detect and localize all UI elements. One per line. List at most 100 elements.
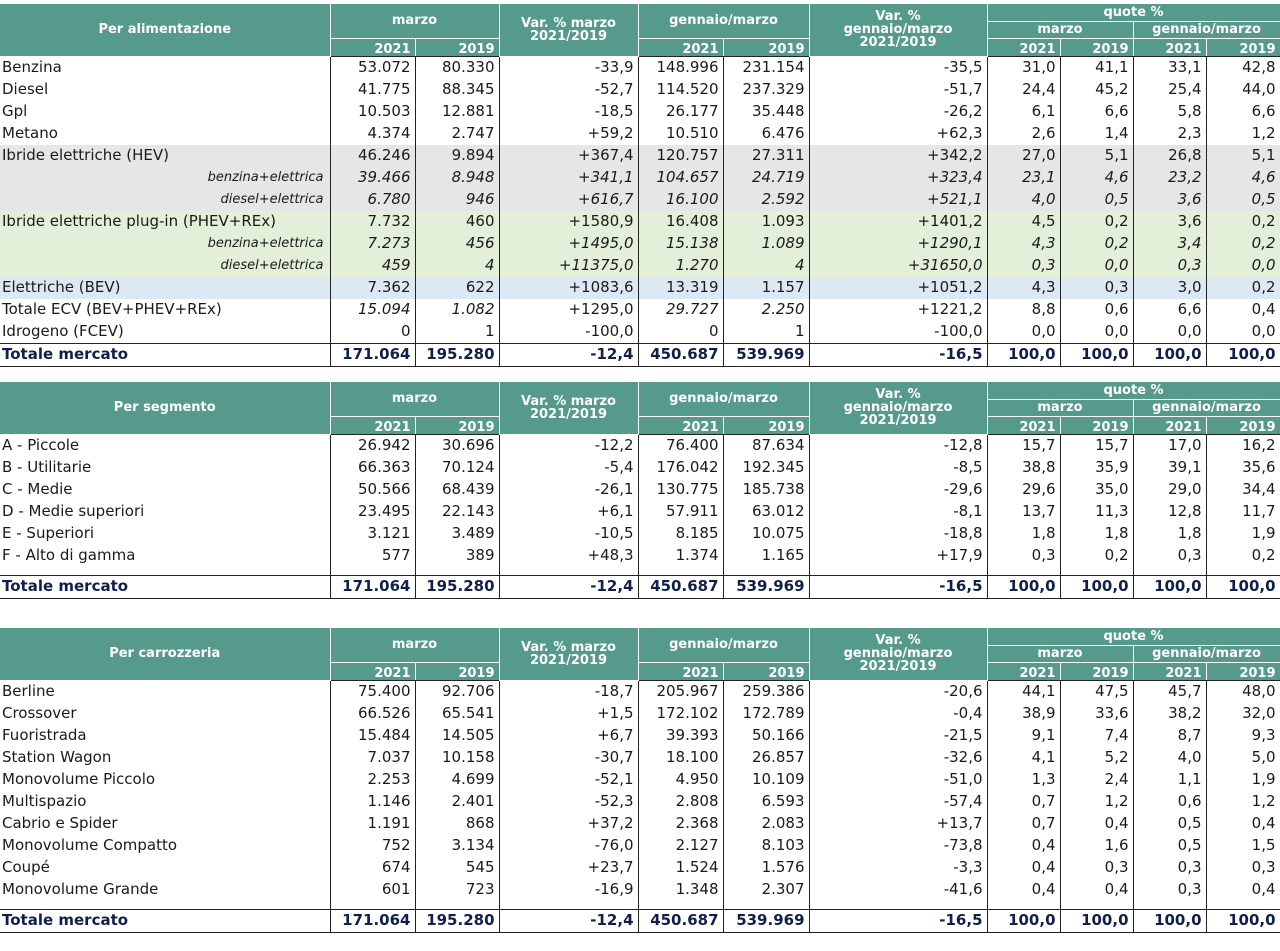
cell-m19: 1 (415, 320, 500, 343)
cell-qj21: 29,0 (1133, 478, 1207, 501)
row-label: Totale mercato (0, 908, 331, 933)
cell-qj21: 8,7 (1133, 724, 1207, 747)
market-table-3: Per carrozzeria marzo Var. % marzo 2021/2… (0, 628, 1280, 933)
cell-qm21: 0,3 (987, 544, 1061, 567)
cell-j21: 10.510 (638, 122, 724, 145)
cell-qj21: 25,4 (1133, 78, 1207, 101)
header-year-2021: 2021 (1133, 416, 1207, 435)
cell-j21: 57.911 (638, 500, 724, 523)
cell-qm19: 4,6 (1060, 166, 1134, 189)
cell-qm21: 31,0 (987, 56, 1061, 79)
row-label: benzina+elettrica (0, 166, 331, 189)
header-year-2019: 2019 (1206, 416, 1280, 435)
cell-qj21: 45,7 (1133, 680, 1207, 703)
total-row: Totale mercato 171.064 195.280 -12,4 450.687… (0, 908, 1280, 933)
cell-qj19: 42,8 (1206, 56, 1280, 79)
cell-vm: -12,4 (499, 908, 639, 933)
cell-m21: 39.466 (330, 166, 416, 189)
cell-m19: 456 (415, 232, 500, 255)
cell-j19: 1.576 (723, 856, 810, 879)
cell-m21: 50.566 (330, 478, 416, 501)
cell-m19: 723 (415, 878, 500, 901)
cell-qm19: 15,7 (1060, 434, 1134, 457)
cell-m21: 7.037 (330, 746, 416, 769)
cell-m19: 545 (415, 856, 500, 879)
cell-j21: 176.042 (638, 456, 724, 479)
cell-qm21: 24,4 (987, 78, 1061, 101)
row-label: Monovolume Compatto (0, 834, 331, 857)
cell-qj21: 17,0 (1133, 434, 1207, 457)
header-year-2019: 2019 (1060, 38, 1134, 57)
cell-j21: 1.524 (638, 856, 724, 879)
cell-j19: 539.969 (723, 574, 810, 599)
cell-qj21: 39,1 (1133, 456, 1207, 479)
cell-j21: 8.185 (638, 522, 724, 545)
header-year-2019: 2019 (415, 38, 500, 57)
cell-j21: 29.727 (638, 298, 724, 321)
header-jan-march: gennaio/marzo (638, 628, 810, 663)
cell-m21: 7.362 (330, 276, 416, 299)
cell-vj: +323,4 (809, 166, 988, 189)
cell-vm: +48,3 (499, 544, 639, 567)
cell-qm19: 0,0 (1060, 320, 1134, 343)
header-year-2021: 2021 (638, 416, 724, 435)
cell-vj: -8,5 (809, 456, 988, 479)
total-row: Totale mercato 171.064 195.280 -12,4 450.687… (0, 342, 1280, 367)
table-row: Crossover 66.526 65.541 +1,5 172.102 172.789-… (0, 702, 1280, 725)
row-label: Monovolume Piccolo (0, 768, 331, 791)
cell-qj19: 32,0 (1206, 702, 1280, 725)
cell-vj: -12,8 (809, 434, 988, 457)
cell-m21: 6.780 (330, 188, 416, 211)
header-year-2019: 2019 (723, 38, 810, 57)
cell-j19: 539.969 (723, 342, 810, 367)
cell-vm: -26,1 (499, 478, 639, 501)
cell-vm: -10,5 (499, 522, 639, 545)
cell-qj21: 100,0 (1133, 574, 1207, 599)
cell-j19: 27.311 (723, 144, 810, 167)
cell-qj21: 3,0 (1133, 276, 1207, 299)
row-label: Ibride elettriche plug-in (PHEV+REx) (0, 210, 331, 233)
cell-j19: 35.448 (723, 100, 810, 123)
cell-qm21: 100,0 (987, 342, 1061, 367)
cell-j19: 24.719 (723, 166, 810, 189)
row-label: Station Wagon (0, 746, 331, 769)
cell-j19: 1 (723, 320, 810, 343)
cell-j19: 4 (723, 254, 810, 277)
cell-m19: 622 (415, 276, 500, 299)
row-label: B - Utilitarie (0, 456, 331, 479)
cell-m19: 3.134 (415, 834, 500, 857)
cell-vj: -100,0 (809, 320, 988, 343)
cell-j21: 13.319 (638, 276, 724, 299)
row-label: Gpl (0, 100, 331, 123)
cell-vm: +1580,9 (499, 210, 639, 233)
table-row: benzina+elettrica 7.273 456 +1495,0 15.138 1.… (0, 232, 1280, 255)
table-row: Totale ECV (BEV+PHEV+REx) 15.094 1.082 +129… (0, 298, 1280, 321)
cell-qm19: 100,0 (1060, 342, 1134, 367)
cell-vm: +11375,0 (499, 254, 639, 277)
cell-j19: 2.307 (723, 878, 810, 901)
cell-vm: -52,7 (499, 78, 639, 101)
table-row: Monovolume Compatto 752 3.134 -76,0 2.127 8.1… (0, 834, 1280, 857)
cell-qm19: 0,3 (1060, 276, 1134, 299)
cell-m21: 7.732 (330, 210, 416, 233)
header-shares: quote % (987, 382, 1280, 400)
row-label: Idrogeno (FCEV) (0, 320, 331, 343)
cell-vj: +521,1 (809, 188, 988, 211)
table-row: Station Wagon 7.037 10.158 -30,7 18.100 26.85… (0, 746, 1280, 769)
cell-vj: -0,4 (809, 702, 988, 725)
cell-m21: 53.072 (330, 56, 416, 79)
cell-vj: -29,6 (809, 478, 988, 501)
cell-vm: +1,5 (499, 702, 639, 725)
cell-j21: 450.687 (638, 342, 724, 367)
table-row: Monovolume Piccolo 2.253 4.699 -52,1 4.950 10… (0, 768, 1280, 791)
cell-j21: 1.374 (638, 544, 724, 567)
header-var-march: Var. % marzo 2021/2019 (499, 4, 639, 57)
header-shares-march: marzo (987, 645, 1134, 663)
header-year-2021: 2021 (987, 416, 1061, 435)
cell-qm21: 13,7 (987, 500, 1061, 523)
cell-m19: 80.330 (415, 56, 500, 79)
cell-qm19: 0,0 (1060, 254, 1134, 277)
cell-m19: 4 (415, 254, 500, 277)
cell-qj19: 0,4 (1206, 878, 1280, 901)
row-label: Fuoristrada (0, 724, 331, 747)
